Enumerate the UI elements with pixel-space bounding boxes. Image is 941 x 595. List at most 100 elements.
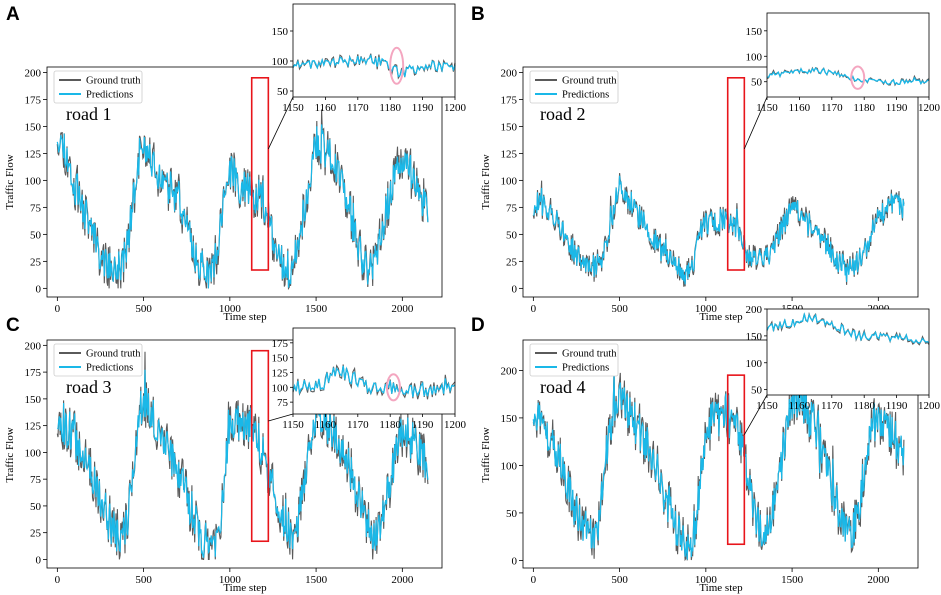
y-tick-label: 200 <box>501 365 518 377</box>
inset-x-tick-label: 1160 <box>315 102 337 114</box>
inset-x-tick-label: 1150 <box>756 102 778 114</box>
road-label: road 1 <box>66 104 111 124</box>
panel-letter: C <box>6 315 20 336</box>
series-predictions-line <box>56 369 429 558</box>
legend-label-predictions: Predictions <box>562 363 609 374</box>
y-tick-label: 125 <box>25 421 42 433</box>
anomaly-circle <box>389 46 405 85</box>
inset-plot: 1150 1160 1170 1180 1190 1200 50 100 150 <box>272 3 467 114</box>
legend-label-predictions: Predictions <box>86 363 133 374</box>
y-tick-label: 0 <box>512 555 518 567</box>
inset-connector-line <box>268 413 294 422</box>
road-label: road 4 <box>540 377 585 397</box>
inset-x-tick-label: 1150 <box>282 419 304 431</box>
x-tick-label: 1000 <box>219 303 242 315</box>
y-tick-label: 50 <box>506 508 518 520</box>
y-tick-label: 75 <box>506 202 518 214</box>
inset-y-tick-label: 200 <box>746 304 763 316</box>
x-tick-label: 1500 <box>305 303 328 315</box>
panel-letter: B <box>471 4 485 25</box>
inset-connector-line <box>743 96 768 150</box>
panel-b: B05001000150020000255075100125150175200T… <box>471 4 941 323</box>
axes-frame <box>522 66 919 298</box>
panel-a: A 0 500 1000 1500 2000 0 25 50 75 100 125 150 175 200 T… <box>4 3 467 323</box>
inset-background <box>293 328 455 414</box>
inset-y-tick-label: 125 <box>272 367 289 379</box>
inset-y-tick-label: 50 <box>277 86 289 98</box>
road-label: road 3 <box>66 377 111 397</box>
y-tick-label: 150 <box>501 413 518 425</box>
y-tick-label: 200 <box>25 340 42 352</box>
y-tick-label: 100 <box>25 175 42 187</box>
y-tick-label: 200 <box>501 67 518 79</box>
x-axis-label: Time step <box>223 311 267 323</box>
highlight-box <box>250 76 270 271</box>
inset-plot: 1150 1160 1170 1180 1190 1200 50 100 150 <box>746 12 941 114</box>
legend-label-predictions: Predictions <box>562 90 609 101</box>
y-tick-label: 175 <box>25 367 42 379</box>
y-tick-label: 150 <box>501 121 518 133</box>
legend: Ground truth Predictions <box>53 343 143 377</box>
y-tick-label: 200 <box>25 67 42 79</box>
y-tick-label: 175 <box>501 94 518 106</box>
x-tick-label: 1000 <box>695 574 718 586</box>
inset-plot: 1150 1160 1170 1180 1190 1200 50 100 150 200 <box>746 304 941 412</box>
x-tick-label: 0 <box>55 574 61 586</box>
legend-label-ground-truth: Ground truth <box>86 349 141 360</box>
inset-y-tick-label: 150 <box>272 353 289 365</box>
series-predictions-line <box>532 373 905 560</box>
y-tick-label: 125 <box>501 148 518 160</box>
legend-label-ground-truth: Ground truth <box>562 76 617 87</box>
axes-frame <box>46 66 443 298</box>
inset-x-tick-label: 1160 <box>789 102 811 114</box>
legend-label-predictions: Predictions <box>86 90 133 101</box>
inset-x-tick-label: 1150 <box>282 102 304 114</box>
legend: Ground truth Predictions <box>53 70 143 104</box>
inset-predictions-line <box>292 365 456 398</box>
inset-x-tick-label: 1190 <box>412 419 434 431</box>
highlight-box <box>726 76 746 271</box>
inset-predictions-line <box>292 53 456 78</box>
inset-frame <box>766 308 930 396</box>
inset-background <box>767 309 929 395</box>
anomaly-circle <box>850 65 866 90</box>
legend: Ground truth Predictions <box>529 343 619 377</box>
inset-x-tick-label: 1170 <box>821 400 843 412</box>
y-axis-label: Traffic Flow <box>480 427 492 482</box>
inset-x-tick-label: 1170 <box>347 419 369 431</box>
inset-x-tick-label: 1180 <box>379 102 401 114</box>
y-axis-label: Traffic Flow <box>4 427 16 482</box>
legend-label-ground-truth: Ground truth <box>562 349 617 360</box>
inset-x-tick-label: 1180 <box>853 400 875 412</box>
inset-background <box>293 4 455 97</box>
inset-x-tick-label: 1170 <box>347 102 369 114</box>
panel-letter: A <box>6 4 20 25</box>
inset-y-tick-label: 150 <box>272 26 289 38</box>
y-tick-label: 50 <box>30 501 42 513</box>
inset-connector-line <box>743 394 768 435</box>
series-predictions-line <box>56 124 429 289</box>
x-tick-label: 2000 <box>867 574 890 586</box>
inset-y-tick-label: 50 <box>751 77 763 89</box>
inset-predictions-line <box>766 66 930 86</box>
y-axis-label: Traffic Flow <box>480 154 492 209</box>
x-tick-label: 500 <box>611 574 628 586</box>
y-tick-label: 100 <box>501 175 518 187</box>
x-tick-label: 1000 <box>695 303 718 315</box>
y-tick-label: 150 <box>25 121 42 133</box>
y-tick-label: 100 <box>25 447 42 459</box>
inset-x-tick-label: 1200 <box>918 102 941 114</box>
inset-x-tick-label: 1150 <box>756 400 778 412</box>
x-axis-label: Time step <box>699 311 743 323</box>
inset-frame <box>292 327 456 415</box>
y-tick-label: 25 <box>30 256 42 268</box>
x-axis-label: Time step <box>223 582 267 594</box>
y-tick-label: 75 <box>30 202 42 214</box>
y-tick-label: 25 <box>30 528 42 540</box>
road-label: road 2 <box>540 104 585 124</box>
inset-x-tick-label: 1160 <box>789 400 811 412</box>
y-tick-label: 175 <box>25 94 42 106</box>
y-tick-label: 0 <box>36 283 42 295</box>
